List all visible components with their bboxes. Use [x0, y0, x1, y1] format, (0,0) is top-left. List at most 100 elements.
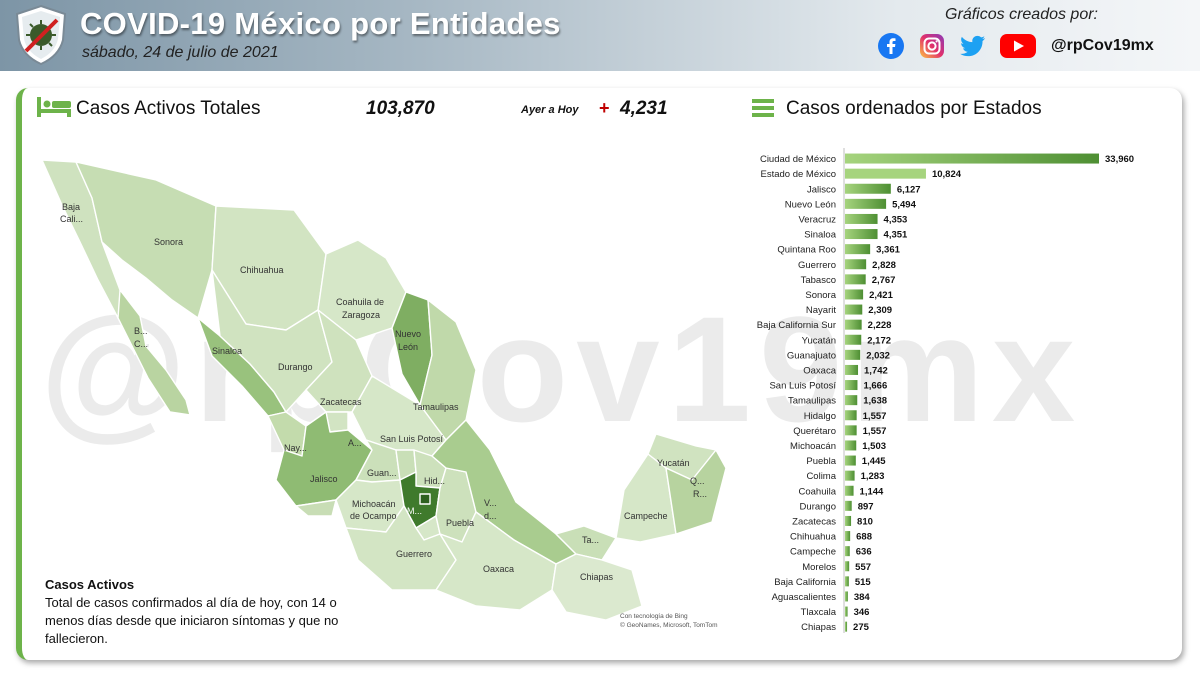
- map-state-cdmx: [419, 493, 431, 505]
- bar: [845, 349, 861, 360]
- bar: [845, 485, 854, 496]
- map-label-chiapas: Chiapas: [580, 572, 614, 582]
- bar-value-label: 33,960: [1105, 154, 1134, 165]
- bar: [845, 531, 851, 542]
- bar-value-label: 6,127: [897, 184, 921, 195]
- bar: [845, 168, 926, 179]
- bar: [845, 606, 848, 617]
- bar-category-label: Hidalgo: [804, 411, 836, 422]
- bar-category-label: Michoacán: [790, 441, 836, 452]
- map-label-baja-california: Baja Cali...: [60, 202, 83, 224]
- bar-category-label: Colima: [806, 471, 836, 482]
- bar: [845, 213, 878, 224]
- bar: [845, 591, 848, 602]
- note-title: Casos Activos: [45, 577, 135, 592]
- bar: [845, 621, 848, 632]
- map-label-puebla: Puebla: [446, 518, 474, 528]
- change-value: 4,231: [620, 98, 668, 119]
- map-label-jalisco: Jalisco: [310, 474, 338, 484]
- social-handle[interactable]: @rpCov19mx: [1051, 37, 1154, 54]
- bar: [845, 425, 857, 436]
- bar-category-label: Coahuila: [799, 486, 837, 497]
- bar-value-label: 1,742: [864, 365, 888, 376]
- bar-category-label: Sinaloa: [804, 230, 836, 241]
- bar: [845, 576, 849, 587]
- page-title: COVID-19 México por Entidades: [80, 6, 561, 41]
- header-banner: COVID-19 México por Entidades sábado, 24…: [0, 0, 1200, 71]
- bar: [845, 364, 859, 375]
- bar-value-label: 384: [854, 592, 871, 603]
- bar-category-label: Tlaxcala: [801, 607, 837, 618]
- change-label: Ayer a Hoy: [521, 104, 579, 116]
- bar-value-label: 4,351: [884, 230, 908, 241]
- bar: [845, 455, 856, 466]
- map-label-aguascalientes: A...: [348, 438, 362, 448]
- list-icon: [752, 99, 774, 117]
- bar: [845, 410, 857, 421]
- bar-category-label: Jalisco: [807, 184, 836, 195]
- bar-value-label: 515: [855, 577, 872, 588]
- change-sign: +: [599, 98, 610, 118]
- map-label-tamaulipas: Tamaulipas: [413, 402, 459, 412]
- bar-category-label: Querétaro: [793, 426, 836, 437]
- bar: [845, 500, 852, 511]
- covid-shield-logo-icon: [15, 4, 67, 66]
- bar-value-label: 2,309: [868, 305, 892, 316]
- bar-value-label: 810: [857, 516, 873, 527]
- map-label-veracruz: V... d...: [484, 498, 497, 521]
- map-label-nuevo-leon: Nuevo León: [395, 329, 421, 352]
- map-label-san-luis-potosi: San Luis Potosí: [380, 434, 444, 444]
- bar: [845, 198, 887, 209]
- ranking-title: Casos ordenados por Estados: [786, 98, 1042, 119]
- bar-value-label: 1,557: [863, 411, 887, 422]
- bar-value-label: 1,503: [862, 441, 886, 452]
- report-date: sábado, 24 de julio de 2021: [82, 44, 279, 61]
- bar-category-label: Sonora: [805, 290, 836, 301]
- map-label-tabasco: Ta...: [582, 535, 599, 545]
- bar: [845, 289, 864, 300]
- instagram-icon[interactable]: [918, 32, 946, 60]
- bar-category-label: Quintana Roo: [777, 245, 836, 256]
- bar-value-label: 4,353: [884, 214, 908, 225]
- bar-value-label: 1,283: [861, 471, 885, 482]
- bar: [845, 259, 867, 270]
- bar-category-label: Morelos: [802, 562, 836, 573]
- bar-category-label: Tamaulipas: [788, 396, 836, 407]
- note-text: Total de casos confirmados al día de hoy…: [45, 595, 339, 646]
- state-ranking-bar-chart: Ciudad de México 33,960 Estado de México 10…: [757, 148, 1134, 633]
- bar-category-label: Oaxaca: [803, 365, 836, 376]
- bar-category-label: Aguascalientes: [772, 592, 837, 603]
- bar-value-label: 688: [856, 532, 872, 543]
- bar: [845, 440, 857, 451]
- map-state-colima: [295, 499, 337, 517]
- map-label-oaxaca: Oaxaca: [483, 564, 514, 574]
- bar-category-label: Nuevo León: [785, 199, 836, 210]
- facebook-icon[interactable]: [877, 32, 905, 60]
- bar-value-label: 1,445: [862, 456, 886, 467]
- map-label-sinaloa: Sinaloa: [212, 346, 242, 356]
- bar-category-label: Tabasco: [801, 275, 836, 286]
- bar: [845, 304, 863, 315]
- bar: [845, 334, 862, 345]
- bar-value-label: 275: [853, 622, 870, 633]
- map-label-guerrero: Guerrero: [396, 549, 432, 559]
- youtube-icon[interactable]: [1000, 32, 1036, 60]
- twitter-icon[interactable]: [959, 32, 987, 60]
- bar-category-label: Durango: [800, 501, 836, 512]
- bar-category-label: Campeche: [790, 547, 836, 558]
- map-state-chiapas: [551, 553, 643, 621]
- bar-value-label: 1,144: [860, 486, 884, 497]
- bar-value-label: 2,172: [867, 335, 891, 346]
- bar-category-label: Nayarit: [806, 305, 836, 316]
- bar-category-label: Ciudad de México: [760, 154, 836, 165]
- bar: [845, 546, 850, 557]
- bed-icon: [37, 97, 71, 117]
- bar-value-label: 897: [858, 501, 874, 512]
- map-label-campeche: Campeche: [624, 511, 668, 521]
- map-label-guanajuato: Guan...: [367, 468, 397, 478]
- bar-value-label: 557: [855, 562, 871, 573]
- map-state-tabasco: [555, 525, 617, 561]
- map-label-michoacan: Michoacán de Ocampo: [350, 499, 397, 521]
- bar-value-label: 636: [856, 547, 872, 558]
- bar-value-label: 10,824: [932, 169, 962, 180]
